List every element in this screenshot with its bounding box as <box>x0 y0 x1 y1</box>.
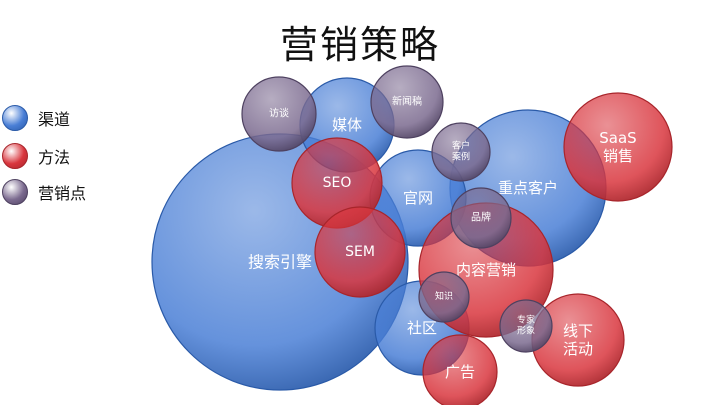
bubble-circle-press <box>370 65 444 139</box>
legend-swatch-channel <box>2 105 28 131</box>
legend-label-marketing-point: 营销点 <box>38 184 87 203</box>
legend-label-method: 方法 <box>38 148 71 167</box>
bubble-label-saas-0: SaaS <box>599 129 636 147</box>
bubble-label-cases-1: 案例 <box>452 150 470 162</box>
bubble-label-offline-0: 线下 <box>563 322 593 340</box>
bubble-knowledge: 知识 <box>418 271 470 323</box>
bubble-label-community: 社区 <box>407 319 437 337</box>
bubble-circle-saas <box>563 92 673 202</box>
bubble-circle-expert <box>499 299 553 353</box>
bubble-circle-ad <box>422 334 498 405</box>
bubble-label-expert-1: 形象 <box>517 324 535 336</box>
bubble-label-saas-1: 销售 <box>603 147 633 165</box>
bubble-label-key: 重点客户 <box>498 179 558 197</box>
legend-swatch-method <box>2 143 28 169</box>
bubble-brand: 品牌 <box>450 187 512 249</box>
bubble-label-press: 新闻稿 <box>392 95 422 108</box>
legend-swatch-marketing-point <box>2 179 28 205</box>
bubble-sem: SEM <box>314 206 406 298</box>
page-title: 营销策略 <box>279 23 440 67</box>
bubble-label-brand: 品牌 <box>471 211 491 224</box>
bubble-circle-knowledge <box>418 271 470 323</box>
bubble-interview: 访谈 <box>241 76 317 152</box>
bubble-circle-sem <box>314 206 406 298</box>
bubble-label-interview: 访谈 <box>269 107 289 120</box>
legend-item-marketing-point: 营销点 <box>0 176 130 206</box>
bubble-label-offline-1: 活动 <box>563 340 593 358</box>
legend-label-channel: 渠道 <box>38 110 71 129</box>
bubble-label-seo: SEO <box>323 175 352 191</box>
bubble-press: 新闻稿 <box>370 65 444 139</box>
legend-item-channel: 渠道 <box>0 102 130 132</box>
legend-item-method: 方法 <box>0 140 130 170</box>
bubble-circle-brand <box>450 187 512 249</box>
bubble-label-media: 媒体 <box>332 116 362 134</box>
bubble-ad: 广告 <box>422 334 498 405</box>
bubble-circle-cases <box>431 122 491 182</box>
bubble-label-sem: SEM <box>345 244 375 260</box>
bubble-label-content: 内容营销 <box>456 261 516 279</box>
bubble-label-search: 搜索引擎 <box>248 253 312 272</box>
bubble-label-official: 官网 <box>403 189 433 207</box>
bubble-label-ad: 广告 <box>445 363 475 381</box>
bubble-label-knowledge: 知识 <box>435 290 453 302</box>
bubble-label-cases-0: 客户 <box>452 140 470 152</box>
bubble-label-expert-0: 专家 <box>517 314 535 326</box>
bubble-circle-interview <box>241 76 317 152</box>
